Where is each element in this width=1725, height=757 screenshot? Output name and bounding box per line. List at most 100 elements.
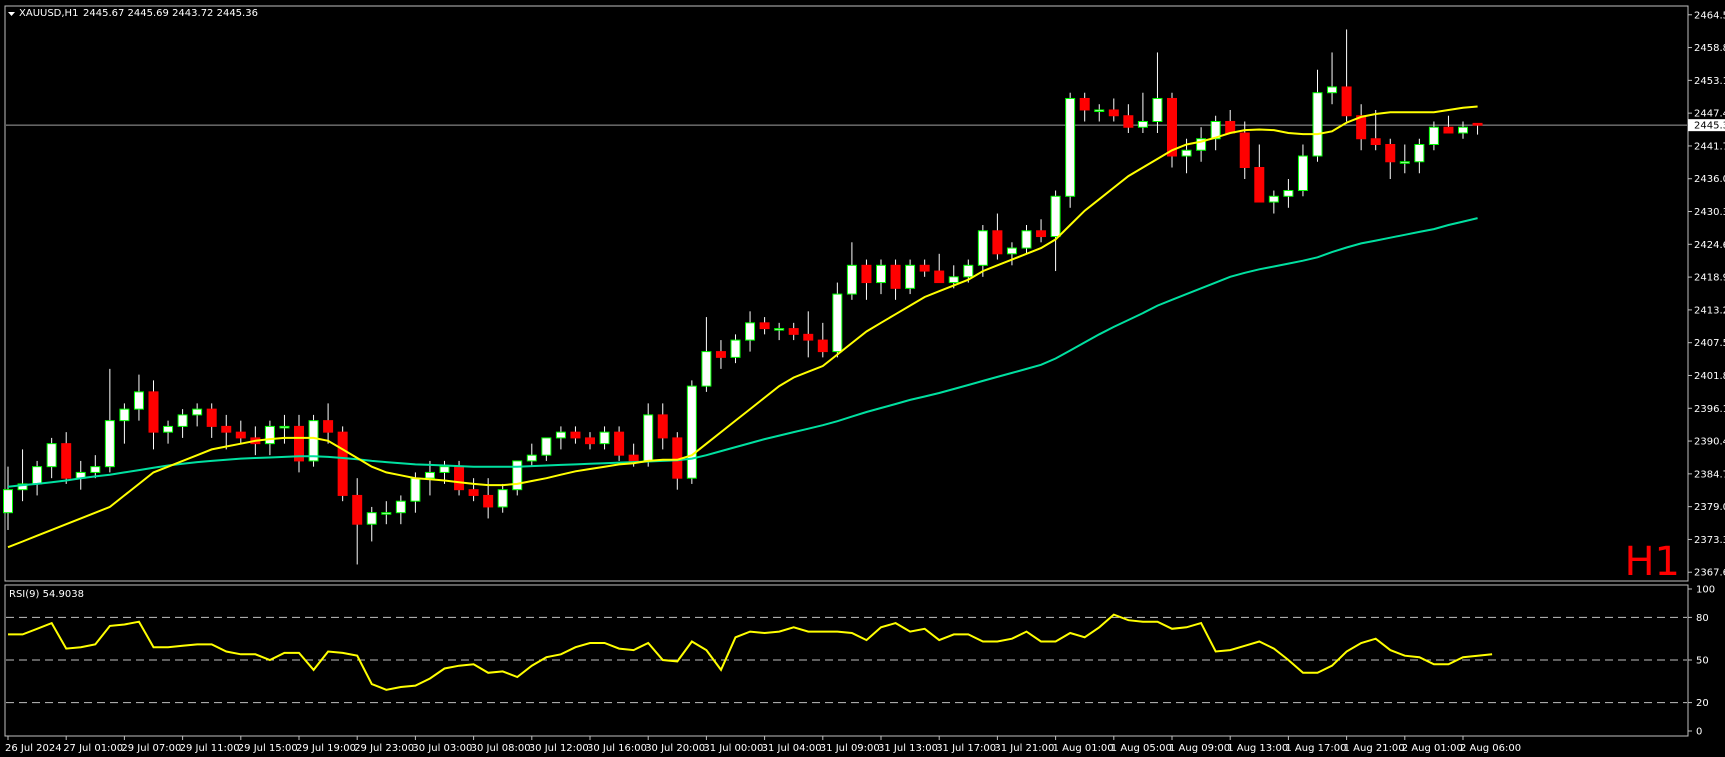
- time-tick-label: 29 Jul 15:00: [238, 743, 298, 754]
- rsi-label: RSI(9) 54.9038: [9, 589, 84, 600]
- candle: [1123, 104, 1134, 133]
- candle-body-bull: [745, 322, 756, 341]
- price-tick-label: 2424.65: [1694, 240, 1725, 251]
- candle: [337, 426, 348, 502]
- header: XAUUSD,H1 2445.67 2445.69 2443.72 2445.3…: [8, 8, 258, 19]
- candle: [686, 380, 697, 484]
- candle-body-bull: [1312, 92, 1323, 157]
- price-tick-label: 2464.55: [1694, 10, 1725, 21]
- candle-body-bull: [730, 339, 741, 358]
- price-tick-label: 2441.75: [1694, 141, 1725, 152]
- candle-body-bull: [1094, 109, 1105, 112]
- candles: [3, 29, 1483, 565]
- candle: [264, 420, 275, 456]
- candle: [599, 426, 610, 450]
- candle-body-bull: [876, 264, 886, 284]
- candle: [1050, 190, 1061, 272]
- candle-body-bear: [1443, 126, 1454, 134]
- rsi-tick-label: 100: [1696, 585, 1715, 596]
- candle-body-bear: [454, 466, 465, 491]
- candle: [890, 259, 901, 300]
- price-panel-frame: [4, 5, 1689, 582]
- time-tick-label: 30 Jul 20:00: [645, 743, 705, 754]
- candle-body-bull: [497, 489, 508, 508]
- candle: [90, 455, 101, 479]
- candle-body-bear: [628, 454, 639, 462]
- candle-body-bear: [294, 425, 304, 462]
- candle: [133, 374, 144, 421]
- candle-body-bear: [657, 414, 668, 439]
- candle: [934, 253, 945, 284]
- candle-body-bull: [308, 420, 319, 462]
- candle-body-bear: [585, 437, 595, 445]
- time-tick-label: 1 Aug 09:00: [1169, 743, 1230, 754]
- candle-body-bull: [104, 420, 115, 468]
- time-tick-label: 31 Jul 13:00: [878, 743, 938, 754]
- time-tick-label: 2 Aug 06:00: [1460, 743, 1521, 754]
- rsi-panel[interactable]: 100 80 50 20 0 RSI(9) 54.9038: [4, 584, 1715, 738]
- candle: [104, 368, 115, 473]
- candle-body-bear: [1370, 138, 1381, 145]
- candle-body-bull: [1181, 149, 1192, 157]
- candle: [1370, 109, 1381, 151]
- candle-body-bear: [1123, 115, 1134, 128]
- candle: [163, 420, 174, 444]
- candle-body-bull: [1414, 143, 1425, 163]
- candle-body-bull: [1327, 86, 1338, 94]
- candle-body-bull: [1268, 195, 1279, 203]
- candle: [119, 403, 130, 444]
- candle-body-bull: [526, 454, 537, 462]
- candle: [46, 437, 57, 479]
- rsi-line: [8, 613, 1493, 691]
- price-tick-label: 2418.95: [1694, 273, 1725, 284]
- candle: [1065, 92, 1076, 208]
- candle-body-bull: [1021, 230, 1032, 249]
- candle: [788, 322, 799, 341]
- time-tick-label: 30 Jul 16:00: [587, 743, 647, 754]
- candle: [846, 242, 857, 300]
- price-panel[interactable]: 2464.55 2458.85 2453.15 2447.45 2441.75 2436.…: [3, 5, 1725, 585]
- time-tick-label: 1 Aug 21:00: [1344, 743, 1405, 754]
- candle-body-bull: [119, 408, 130, 422]
- rsi-tick-label: 20: [1696, 698, 1709, 709]
- dropdown-triangle-icon[interactable]: [8, 12, 15, 16]
- candle-body-bull: [977, 230, 988, 266]
- candle-body-bull: [366, 512, 377, 525]
- candle-body-bear: [61, 443, 72, 479]
- candle-body-bull: [1458, 126, 1468, 134]
- candle: [1094, 104, 1105, 122]
- candle: [817, 322, 828, 358]
- candle-body-bear: [890, 264, 901, 289]
- candle: [657, 403, 668, 450]
- candle: [1341, 29, 1352, 122]
- candle: [17, 449, 28, 502]
- time-tick-label: 29 Jul 19:00: [296, 743, 356, 754]
- candle: [308, 414, 319, 467]
- candle-body-bull: [3, 489, 13, 514]
- candle: [1167, 92, 1177, 168]
- candle: [774, 322, 785, 341]
- candle: [352, 478, 363, 565]
- candle-body-bull: [555, 431, 566, 439]
- time-tick-label: 1 Aug 13:00: [1227, 743, 1288, 754]
- time-tick-label: 31 Jul 00:00: [703, 743, 763, 754]
- candle: [221, 414, 232, 450]
- candle: [1385, 138, 1396, 180]
- candle-body-bull: [701, 351, 712, 387]
- candle: [1108, 98, 1119, 122]
- price-tick-label: 2373.35: [1694, 535, 1725, 546]
- candle-body-bear: [483, 494, 494, 508]
- candle-body-bull: [410, 477, 421, 502]
- candle: [541, 437, 552, 461]
- candle: [381, 501, 392, 525]
- candle: [555, 426, 566, 450]
- candle-body-bull: [90, 466, 101, 473]
- candle: [497, 483, 508, 513]
- candle-body-bull: [541, 437, 552, 456]
- candle: [1283, 179, 1294, 208]
- candle-body-bear: [148, 391, 159, 433]
- current-price-tag-box: [1688, 119, 1725, 132]
- candle-body-bull: [163, 425, 174, 433]
